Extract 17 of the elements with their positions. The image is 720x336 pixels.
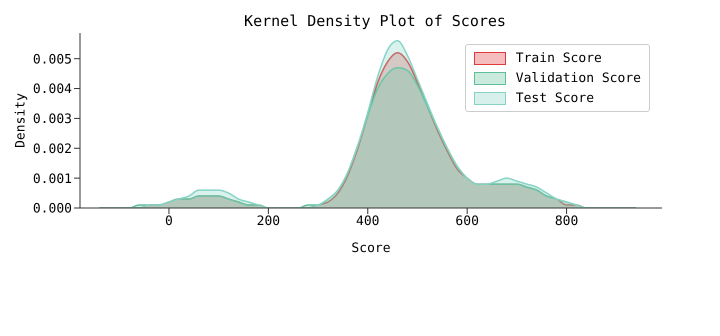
y-tick-label: 0.005 [32,52,72,68]
y-tick-label: 0.000 [32,202,72,217]
y-tick-label: 0.001 [32,172,72,187]
legend-label: Train Score [516,50,602,66]
y-tick-label: 0.003 [32,112,72,128]
x-tick-label: 400 [356,214,380,230]
x-tick-label: 600 [455,214,479,230]
x-tick-label: 200 [256,214,280,230]
y-tick-label: 0.004 [32,82,72,98]
x-tick-label: 0 [165,214,173,230]
chart-title: Kernel Density Plot of Scores [243,12,507,30]
legend-label: Test Score [516,90,594,106]
y-axis-title: Density [14,92,29,148]
x-tick-label: 800 [554,214,578,230]
x-axis-title: Score [351,241,391,256]
y-tick-label: 0.002 [32,142,72,157]
legend-label: Validation Score [516,70,641,86]
